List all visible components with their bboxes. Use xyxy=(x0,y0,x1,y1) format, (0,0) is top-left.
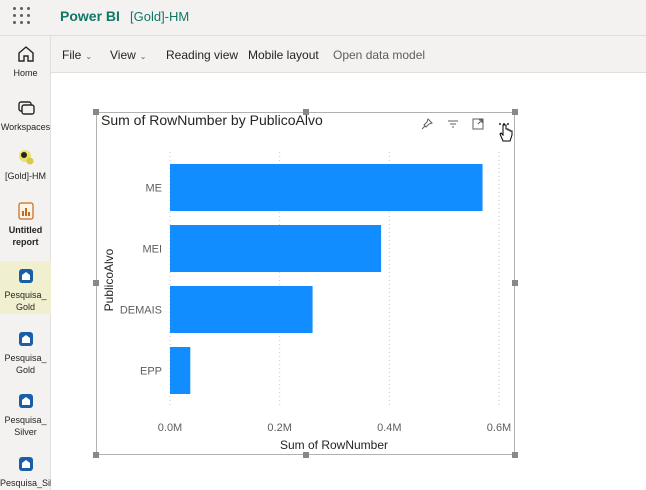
workspace-avatar-icon xyxy=(18,150,33,165)
nav-workspace-gold-hm[interactable]: [Gold]-HM xyxy=(0,147,51,182)
filter-icon[interactable] xyxy=(446,117,460,131)
chart-title: Sum of RowNumber by PublicoAlvo xyxy=(101,112,323,128)
resize-handle[interactable] xyxy=(303,109,309,115)
resize-handle[interactable] xyxy=(512,452,518,458)
resize-handle[interactable] xyxy=(512,280,518,286)
left-nav: Home Workspaces [Gold]-HM Untitled repor… xyxy=(0,36,53,490)
reading-view-button[interactable]: Reading view xyxy=(166,48,239,62)
semantic-model-icon xyxy=(18,394,33,408)
bar-epp[interactable] xyxy=(170,347,191,394)
view-menu-label: View xyxy=(110,48,136,62)
nav-pesquisa-gold-active[interactable]: Pesquisa_Gold xyxy=(0,261,51,314)
pin-icon[interactable] xyxy=(420,117,434,131)
bar-mei[interactable] xyxy=(170,225,382,272)
resize-handle[interactable] xyxy=(93,280,99,286)
home-icon xyxy=(17,46,34,62)
view-menu[interactable]: View ⌄ xyxy=(110,48,147,62)
bar-chart-plot: ME MEI DEMAIS EPP 0.0M 0.2M 0.4M 0.6M Sum of R… xyxy=(102,152,511,452)
x-tick-label: 0.4M xyxy=(377,422,401,434)
y-tick-label: DEMAIS xyxy=(120,305,162,317)
y-tick-label: EPP xyxy=(140,366,162,378)
report-icon xyxy=(17,202,34,220)
bar-demais[interactable] xyxy=(170,286,313,333)
brand-name[interactable]: Power BI xyxy=(60,8,120,24)
workspace-breadcrumb[interactable]: [Gold]-HM xyxy=(130,9,190,24)
chevron-down-icon: ⌄ xyxy=(85,52,93,61)
open-data-model-button[interactable]: Open data model xyxy=(333,48,426,62)
nav-pesquisa-sil-label: Pesquisa_Sil xyxy=(0,478,53,488)
bar-series xyxy=(170,164,483,394)
focus-mode-icon[interactable] xyxy=(471,117,485,131)
x-tick-labels: 0.0M 0.2M 0.4M 0.6M xyxy=(158,422,511,434)
bar-me[interactable] xyxy=(170,164,483,211)
chevron-down-icon: ⌄ xyxy=(139,52,147,61)
report-toolbar: File ⌄ View ⌄ Reading view Mobile layout O… xyxy=(51,36,646,73)
hand-cursor-icon xyxy=(499,124,513,142)
nav-workspace-label: [Gold]-HM xyxy=(4,171,46,181)
nav-report-label: Untitled report xyxy=(8,225,43,247)
nav-pesquisa-gold-2[interactable]: Pesquisa_Gold xyxy=(0,329,51,376)
resize-handle[interactable] xyxy=(303,452,309,458)
x-tick-label: 0.6M xyxy=(487,422,511,434)
file-menu-label: File xyxy=(62,48,82,62)
semantic-model-icon xyxy=(18,457,33,471)
resize-handle[interactable] xyxy=(93,452,99,458)
y-tick-label: ME xyxy=(146,183,163,195)
nav-untitled-report[interactable]: Untitled report xyxy=(0,201,51,248)
semantic-model-icon xyxy=(18,269,33,283)
nav-pesquisa-silver-label: Pesquisa_Silver xyxy=(4,415,47,437)
nav-pesquisa-gold-label: Pesquisa_Gold xyxy=(4,290,47,312)
mobile-layout-button[interactable]: Mobile layout xyxy=(248,48,319,62)
file-menu[interactable]: File ⌄ xyxy=(62,48,92,62)
top-bar: Power BI [Gold]-HM xyxy=(0,0,646,36)
nav-workspaces-label: Workspaces xyxy=(0,122,51,132)
nav-home[interactable]: Home xyxy=(0,44,51,79)
resize-handle[interactable] xyxy=(512,109,518,115)
nav-workspaces[interactable]: Workspaces xyxy=(0,98,51,133)
y-tick-label: MEI xyxy=(142,244,162,256)
x-tick-label: 0.0M xyxy=(158,422,182,434)
x-axis-title: Sum of RowNumber xyxy=(280,438,388,452)
workspaces-icon xyxy=(17,101,35,115)
nav-pesquisa-sil[interactable]: Pesquisa_Sil xyxy=(0,454,53,489)
semantic-model-icon xyxy=(18,332,33,346)
nav-pesquisa-silver[interactable]: Pesquisa_Silver xyxy=(0,391,51,438)
nav-pesquisa-gold-2-label: Pesquisa_Gold xyxy=(4,353,47,375)
app-launcher-icon[interactable] xyxy=(13,7,31,25)
resize-handle[interactable] xyxy=(93,109,99,115)
y-axis-title: PublicoAlvo xyxy=(102,248,116,311)
y-tick-labels: ME MEI DEMAIS EPP xyxy=(120,183,162,378)
nav-home-label: Home xyxy=(13,68,38,78)
x-tick-label: 0.2M xyxy=(267,422,291,434)
